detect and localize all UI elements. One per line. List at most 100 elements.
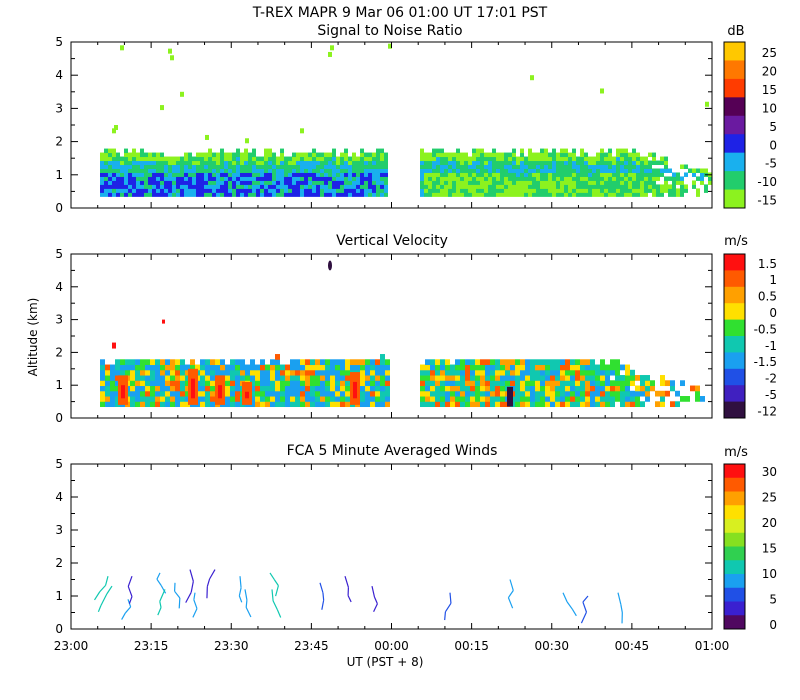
snr-cell (488, 164, 492, 169)
snr-cell (696, 176, 700, 181)
vv-cell (550, 359, 555, 366)
snr-cell (180, 188, 184, 193)
vv-cell (430, 369, 435, 376)
plot-content-1 (100, 260, 705, 408)
vv-cell (260, 401, 265, 408)
vv-cell (530, 385, 535, 392)
snr-cell (556, 156, 560, 162)
snr-cell (112, 180, 116, 185)
snr-cell (568, 152, 572, 158)
vv-cell (250, 369, 255, 376)
y-tick-label: 4 (55, 490, 63, 504)
snr-cell (216, 164, 220, 169)
snr-cell (444, 188, 448, 193)
snr-cell (652, 172, 656, 177)
snr-cell (468, 188, 472, 193)
snr-cell (604, 176, 608, 181)
vv-cell (335, 380, 340, 387)
snr-cell (568, 164, 572, 169)
snr-cell (172, 188, 176, 193)
snr-cell (220, 184, 224, 189)
snr-cell (500, 184, 504, 189)
snr-cell (304, 168, 308, 173)
snr-cell (268, 180, 272, 185)
snr-cell (128, 164, 132, 169)
vv-cell (460, 396, 465, 402)
snr-cell (136, 156, 140, 162)
snr-cell (604, 172, 608, 177)
vv-cell (605, 385, 610, 392)
snr-cell (264, 192, 268, 197)
snr-cell (228, 164, 232, 169)
snr-cell (588, 172, 592, 177)
vv-cell (145, 380, 150, 387)
snr-cell (440, 148, 444, 154)
vv-cell (385, 380, 390, 387)
snr-cell (152, 156, 156, 162)
vv-cell (660, 380, 665, 387)
snr-cell (448, 176, 452, 181)
snr-cell (168, 156, 172, 162)
snr-cell (612, 160, 616, 166)
vv-cell (105, 364, 110, 371)
vv-cell (420, 364, 425, 371)
snr-cell (480, 160, 484, 166)
snr-cell (568, 156, 572, 162)
vv-cell (365, 380, 370, 387)
snr-cell (476, 184, 480, 189)
y-tick-label: 3 (55, 101, 63, 115)
vv-cell (360, 359, 365, 366)
vv-cell (345, 364, 350, 371)
snr-cell (276, 160, 280, 166)
vv-cell (305, 364, 310, 371)
vv-cell (240, 375, 245, 381)
vv-cell (340, 401, 345, 408)
colorbar-swatch (724, 42, 745, 61)
snr-speck (300, 128, 304, 134)
snr-cell (696, 188, 700, 193)
wind-barb-segment (271, 589, 274, 601)
vv-cell (365, 364, 370, 371)
snr-cell (112, 176, 116, 181)
vv-cell (140, 390, 145, 397)
snr-cell (336, 192, 340, 197)
snr-cell (460, 180, 464, 185)
vv-cell (660, 396, 665, 402)
snr-cell (544, 172, 548, 177)
snr-cell (324, 184, 328, 189)
snr-cell (488, 156, 492, 162)
snr-cell (664, 176, 668, 181)
snr-cell (380, 172, 384, 177)
snr-cell (140, 180, 144, 185)
snr-cell (192, 180, 196, 185)
snr-cell (128, 176, 132, 181)
snr-cell (100, 192, 104, 197)
snr-cell (456, 172, 460, 177)
snr-cell (144, 184, 148, 189)
snr-cell (556, 180, 560, 185)
snr-cell (156, 172, 160, 177)
vv-cell (205, 364, 210, 371)
snr-cell (444, 192, 448, 197)
vv-cell (450, 369, 455, 376)
vv-cell (585, 385, 590, 392)
snr-cell (352, 164, 356, 169)
snr-cell (632, 156, 636, 162)
vv-cell (300, 369, 305, 376)
vv-cell (370, 359, 375, 366)
vv-cell (475, 390, 480, 397)
vv-cell (580, 390, 585, 397)
colorbar-label: 15 (762, 83, 777, 97)
snr-cell (444, 168, 448, 173)
snr-cell (588, 168, 592, 173)
snr-cell (480, 156, 484, 162)
snr-cell (600, 152, 604, 158)
snr-cell (288, 184, 292, 189)
vv-cell (475, 364, 480, 371)
snr-cell (224, 160, 228, 166)
snr-cell (284, 192, 288, 197)
snr-cell (576, 176, 580, 181)
snr-cell (180, 192, 184, 197)
snr-cell (444, 160, 448, 166)
colorbar-swatch (724, 286, 745, 304)
